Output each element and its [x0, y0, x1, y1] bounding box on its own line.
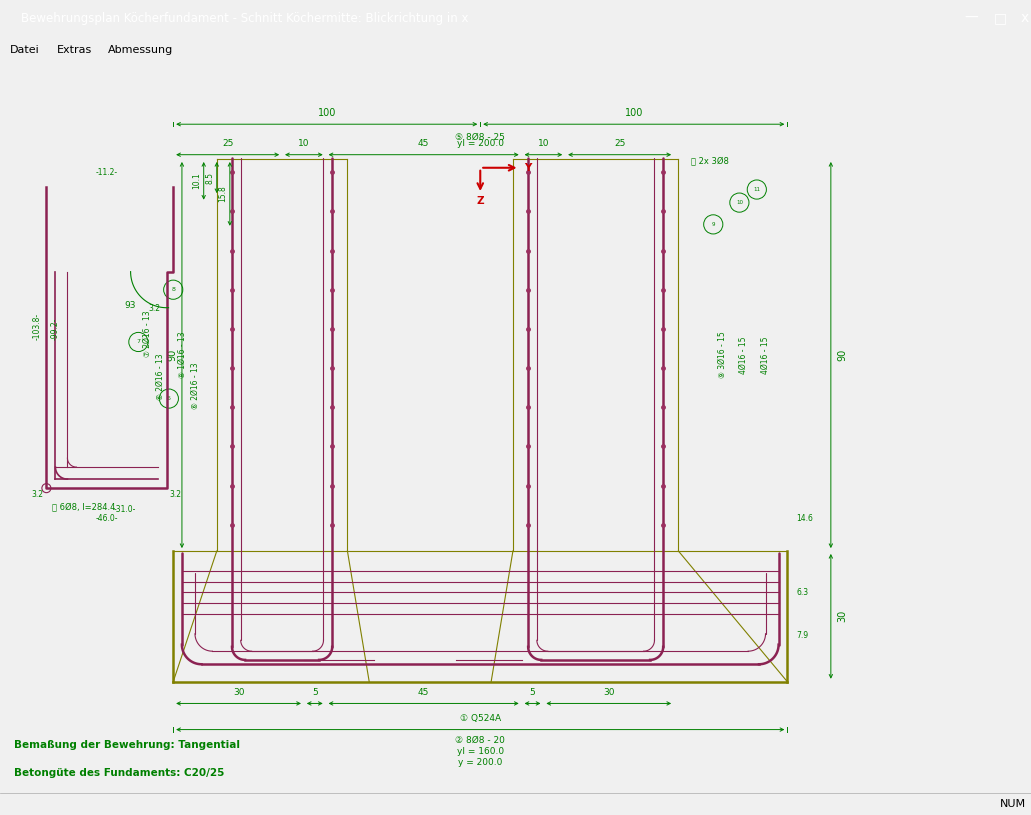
Text: 4Ø16 - 15: 4Ø16 - 15	[739, 337, 749, 374]
Text: 11: 11	[754, 187, 760, 192]
Text: 3.2: 3.2	[170, 490, 181, 499]
Text: Ⓖ 2x 3Ø8: Ⓖ 2x 3Ø8	[692, 156, 729, 165]
Text: —: —	[964, 11, 977, 25]
Text: -103.8-: -103.8-	[33, 313, 42, 340]
Text: 9: 9	[711, 222, 716, 227]
Text: 25: 25	[613, 139, 626, 148]
Text: 7.9: 7.9	[796, 631, 808, 640]
Text: x: x	[1021, 11, 1029, 25]
Text: ⑤ 8Ø8 - 25: ⑤ 8Ø8 - 25	[456, 133, 505, 142]
Text: 10: 10	[537, 139, 550, 148]
Text: ⑦ 2Ø16 - 13: ⑦ 2Ø16 - 13	[142, 310, 152, 357]
Text: 10: 10	[298, 139, 309, 148]
Text: yl = 200.0: yl = 200.0	[457, 139, 504, 148]
Text: Abmessung: Abmessung	[108, 45, 173, 55]
Text: ② 8Ø8 - 20: ② 8Ø8 - 20	[456, 736, 505, 745]
Text: 100: 100	[318, 108, 336, 117]
Text: y = 200.0: y = 200.0	[458, 758, 502, 767]
Text: Betongüte des Fundaments: C20/25: Betongüte des Fundaments: C20/25	[14, 768, 225, 778]
Text: 25: 25	[222, 139, 233, 148]
Text: -99.2-: -99.2-	[51, 317, 60, 340]
Text: 8: 8	[171, 287, 175, 293]
Text: 3.2: 3.2	[148, 304, 161, 313]
Text: Ⓖ 6Ø8, l=284.4: Ⓖ 6Ø8, l=284.4	[53, 502, 115, 511]
Text: NUM: NUM	[1000, 799, 1026, 808]
Text: Z: Z	[476, 196, 485, 206]
Text: ⑥ 2Ø16 - 13: ⑥ 2Ø16 - 13	[191, 362, 199, 409]
Text: 15.8: 15.8	[219, 186, 228, 202]
Text: 6: 6	[167, 396, 171, 401]
Text: 6.3: 6.3	[796, 588, 808, 597]
Text: 90: 90	[837, 349, 847, 361]
Text: 14.6: 14.6	[796, 513, 812, 522]
Text: ① Q524A: ① Q524A	[460, 714, 501, 724]
Text: Datei: Datei	[10, 45, 40, 55]
Text: Extras: Extras	[57, 45, 92, 55]
Text: 10.1: 10.1	[193, 173, 201, 189]
Text: ⑨ 3Ø16 - 15: ⑨ 3Ø16 - 15	[718, 332, 727, 378]
Text: 100: 100	[625, 108, 643, 117]
Text: 5: 5	[312, 688, 318, 697]
Text: 8.5: 8.5	[205, 172, 214, 183]
Text: 93: 93	[125, 301, 136, 310]
Text: Bewehrungsplan Köcherfundament - Schnitt Köchermitte: Blickrichtung in x: Bewehrungsplan Köcherfundament - Schnitt…	[21, 12, 468, 24]
Text: 30: 30	[603, 688, 614, 697]
Text: 5: 5	[530, 688, 535, 697]
Text: yl = 160.0: yl = 160.0	[457, 747, 504, 756]
Text: Bemaßung der Bewehrung: Tangential: Bemaßung der Bewehrung: Tangential	[14, 740, 240, 750]
Text: 30: 30	[837, 610, 847, 623]
Text: 4Ø16 - 15: 4Ø16 - 15	[761, 337, 770, 374]
Text: 45: 45	[418, 688, 429, 697]
Text: ⑧ 1Ø16 - 13: ⑧ 1Ø16 - 13	[177, 332, 187, 378]
Text: □: □	[994, 11, 1007, 25]
Text: 30: 30	[233, 688, 244, 697]
Text: 10: 10	[736, 200, 743, 205]
Text: 7: 7	[136, 340, 140, 345]
Text: ⑥ 2Ø16 - 13: ⑥ 2Ø16 - 13	[156, 354, 165, 400]
Text: -11.2-: -11.2-	[96, 169, 118, 178]
Text: 3.2: 3.2	[31, 490, 43, 499]
Text: 45: 45	[418, 139, 429, 148]
Text: 90: 90	[168, 349, 177, 361]
Text: -31.0-: -31.0-	[113, 505, 136, 514]
Text: Y: Y	[524, 163, 531, 173]
Text: -46.0-: -46.0-	[95, 514, 118, 523]
